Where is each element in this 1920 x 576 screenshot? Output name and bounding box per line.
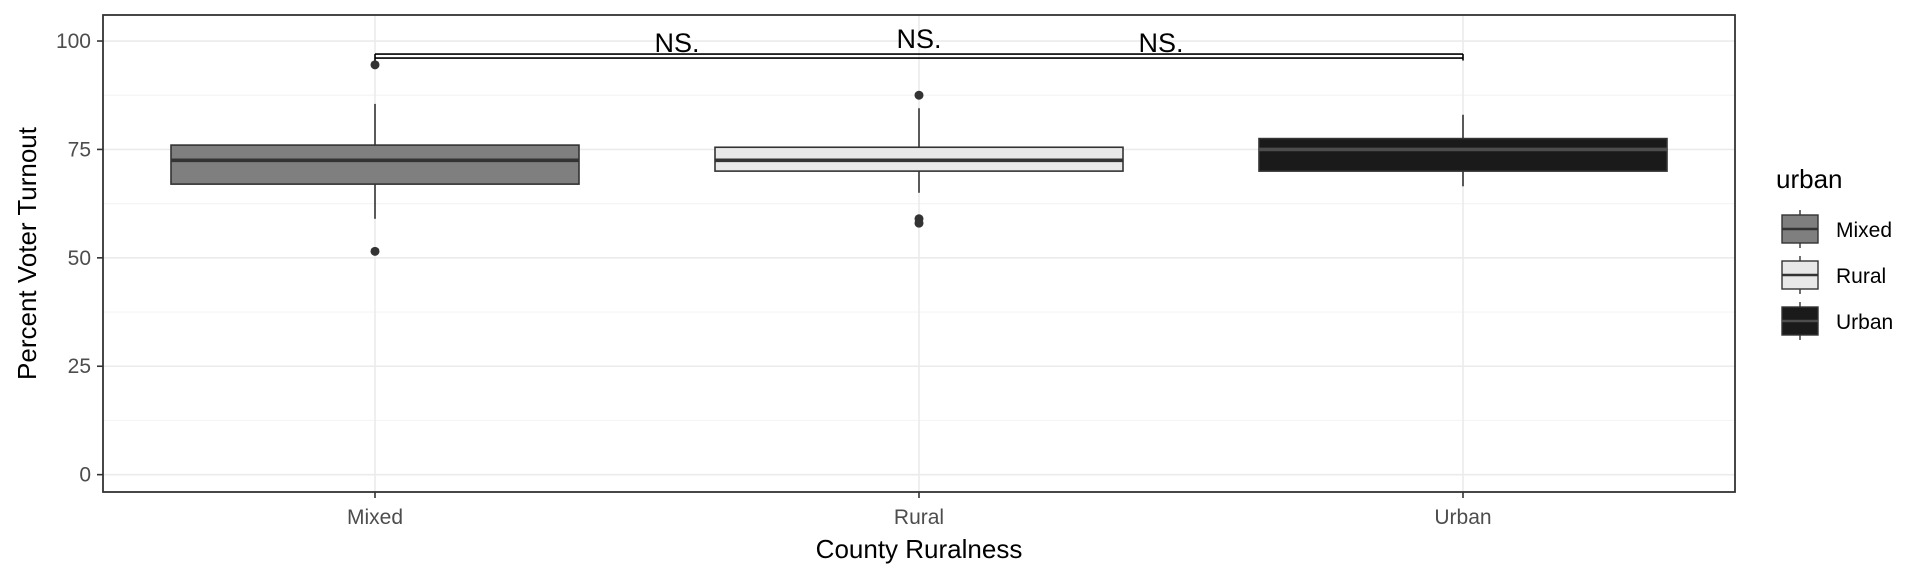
y-tick-label: 0 — [79, 464, 91, 487]
legend-label: Mixed — [1836, 219, 1892, 242]
significance-bracket: NS. NS. NS. — [374, 24, 1464, 61]
y-axis-ticks: 0 25 50 75 100 — [56, 30, 103, 487]
legend-item-mixed: Mixed — [1781, 210, 1892, 248]
box-urban — [1258, 114, 1668, 187]
significance-label: NS. — [654, 28, 699, 58]
y-tick-label: 75 — [68, 138, 91, 161]
outlier-point — [370, 246, 380, 256]
y-tick-label: 100 — [56, 30, 91, 53]
box-iqr — [1258, 137, 1668, 172]
box-mixed — [170, 60, 580, 256]
grid-lines — [103, 15, 1735, 492]
legend: urban Mixed Rural Urban — [1776, 164, 1893, 340]
legend-label: Urban — [1836, 311, 1893, 334]
x-tick-label: Rural — [894, 506, 944, 529]
box-rural — [714, 90, 1124, 228]
legend-item-rural: Rural — [1781, 256, 1886, 294]
y-tick-label: 25 — [68, 355, 91, 378]
outlier-point — [914, 90, 924, 100]
y-tick-label: 50 — [68, 247, 91, 270]
significance-label: NS. — [896, 24, 941, 54]
legend-title: urban — [1776, 164, 1843, 194]
significance-label: NS. — [1138, 28, 1183, 58]
boxes — [170, 60, 1668, 256]
x-tick-label: Urban — [1434, 506, 1491, 529]
legend-item-urban: Urban — [1781, 302, 1893, 340]
y-axis-title: Percent Voter Turnout — [12, 126, 42, 380]
x-axis-title: County Ruralness — [816, 534, 1023, 564]
legend-label: Rural — [1836, 265, 1886, 288]
outlier-point — [370, 60, 380, 70]
outlier-point — [914, 218, 924, 228]
x-axis-ticks: Mixed Rural Urban — [347, 492, 1492, 529]
box-iqr — [170, 144, 580, 185]
x-tick-label: Mixed — [347, 506, 403, 529]
